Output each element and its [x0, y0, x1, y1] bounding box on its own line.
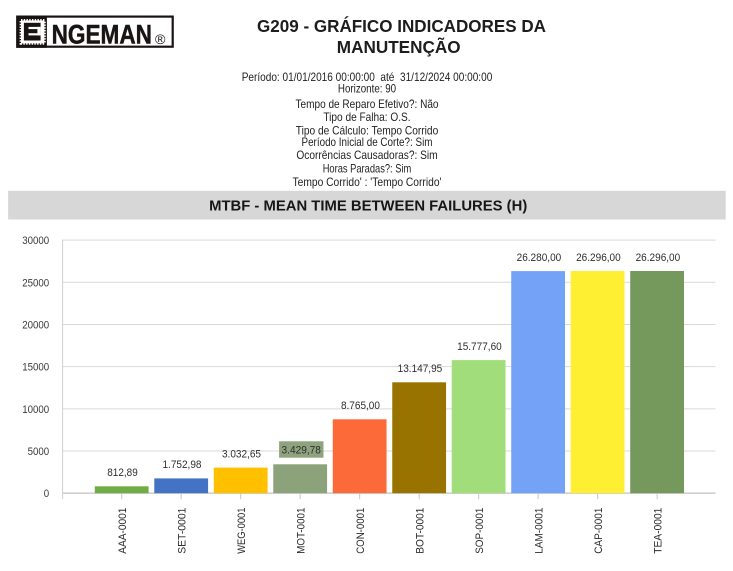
svg-text:Horizonte: 90: Horizonte: 90 [338, 81, 396, 95]
svg-text:Horas Paradas?: Sim: Horas Paradas?: Sim [323, 162, 412, 176]
svg-text:13.147,95: 13.147,95 [398, 363, 443, 375]
svg-text:BOT-0001: BOT-0001 [414, 508, 426, 554]
svg-text:8.765,00: 8.765,00 [341, 400, 380, 412]
svg-text:1.752,98: 1.752,98 [162, 459, 201, 471]
svg-text:26.296,00: 26.296,00 [576, 252, 621, 264]
svg-text:®: ® [155, 32, 166, 48]
svg-text:Tipo de Cálculo: Tempo Corrido: Tipo de Cálculo: Tempo Corrido [296, 124, 439, 138]
svg-text:MTBF - MEAN TIME BETWEEN FAILU: MTBF - MEAN TIME BETWEEN FAILURES (H) [209, 199, 527, 215]
svg-text:25000: 25000 [22, 277, 49, 289]
svg-text:26.280,00: 26.280,00 [517, 252, 562, 264]
svg-text:Período Inicial de Corte?: Sim: Período Inicial de Corte?: Sim [302, 135, 433, 149]
svg-text:AAA-0001: AAA-0001 [117, 508, 129, 554]
svg-text:20000: 20000 [22, 319, 49, 331]
svg-text:3.429,78: 3.429,78 [282, 445, 321, 457]
svg-text:G209 - GRÁFICO INDICADORES DA: G209 - GRÁFICO INDICADORES DA [257, 16, 546, 36]
svg-text:WEG-0001: WEG-0001 [236, 508, 248, 554]
svg-text:MANUTENÇÃO: MANUTENÇÃO [337, 37, 461, 57]
svg-text:TEA-0001: TEA-0001 [652, 508, 664, 554]
svg-text:LAM-0001: LAM-0001 [533, 508, 545, 554]
svg-text:SOP-0001: SOP-0001 [474, 508, 486, 554]
svg-text:CON-0001: CON-0001 [355, 508, 367, 554]
svg-text:Tempo Corrido' : 'Tempo Corrid: Tempo Corrido' : 'Tempo Corrido' [293, 175, 442, 189]
svg-text:5000: 5000 [28, 446, 50, 458]
svg-text:CAP-0001: CAP-0001 [593, 508, 605, 554]
svg-text:3.032,65: 3.032,65 [222, 448, 261, 460]
svg-text:26.296,00: 26.296,00 [636, 252, 681, 264]
svg-text:Período: 01/01/2016 00:00:00: Período: 01/01/2016 00:00:00 até 31/12/2… [242, 70, 493, 84]
svg-text:MOT-0001: MOT-0001 [295, 508, 307, 554]
svg-text:Ocorrências Causadoras?: Sim: Ocorrências Causadoras?: Sim [296, 148, 437, 162]
svg-text:15.777,60: 15.777,60 [457, 341, 502, 353]
svg-text:SET-0001: SET-0001 [176, 508, 188, 554]
svg-text:Tipo de Falha: O.S.: Tipo de Falha: O.S. [323, 110, 410, 124]
svg-text:Tempo de Reparo Efetivo?: Não: Tempo de Reparo Efetivo?: Não [296, 97, 439, 111]
svg-text:10000: 10000 [22, 404, 49, 416]
svg-text:30000: 30000 [22, 235, 49, 247]
svg-text:NGEMAN: NGEMAN [52, 19, 152, 49]
svg-text:15000: 15000 [22, 362, 49, 374]
svg-text:0: 0 [44, 488, 49, 500]
svg-text:812,89: 812,89 [107, 467, 138, 479]
